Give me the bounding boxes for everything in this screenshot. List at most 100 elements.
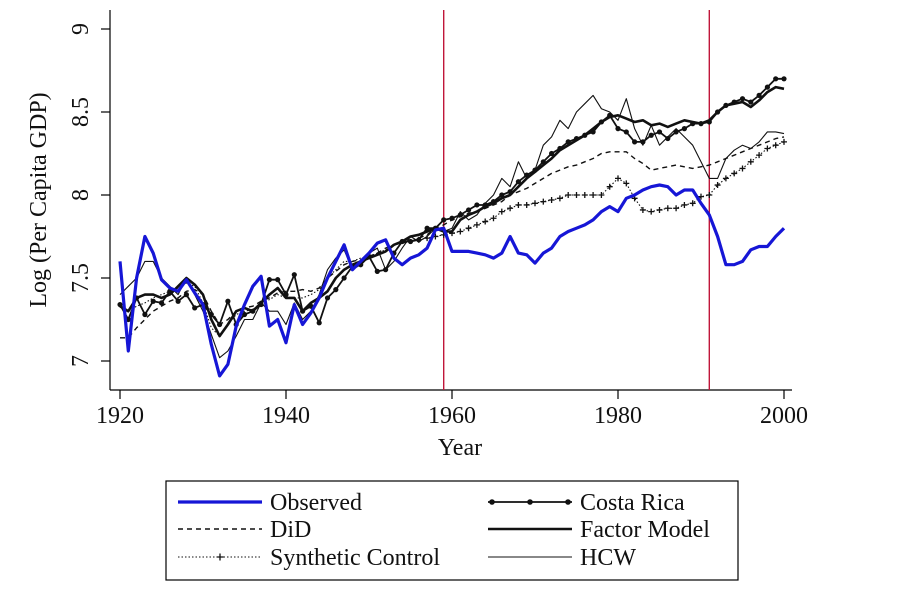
data-point	[150, 298, 156, 304]
data-point	[664, 205, 671, 212]
data-point	[474, 202, 480, 208]
data-point	[681, 126, 688, 132]
series-factor-model	[119, 85, 785, 338]
plot-area: 1920 1940 1960 1980 2000 7 7.5 8 8.5 9	[68, 10, 808, 429]
legend-entry-factor-model: Factor Model	[488, 517, 710, 543]
data-point	[773, 76, 779, 82]
data-point	[632, 139, 638, 145]
data-point	[639, 206, 646, 213]
data-point	[756, 152, 763, 159]
y-axis-title: Log (Per Capita GDP)	[26, 92, 52, 307]
data-point	[416, 237, 422, 243]
data-point	[714, 182, 721, 189]
data-point	[772, 142, 779, 149]
data-point	[507, 205, 514, 212]
data-point	[764, 145, 771, 152]
legend-entry-observed: Observed	[178, 490, 362, 516]
data-point	[739, 165, 746, 172]
data-point	[142, 311, 148, 318]
data-point	[465, 225, 472, 232]
data-point	[324, 295, 331, 301]
y-tick-label: 8.5	[68, 97, 94, 127]
series-observed	[118, 183, 786, 378]
data-point	[615, 175, 621, 182]
data-point	[556, 195, 563, 202]
data-point	[457, 228, 464, 235]
x-axis-title: Year	[438, 435, 482, 461]
data-point	[731, 170, 738, 177]
data-point	[499, 192, 505, 198]
data-point	[590, 192, 597, 198]
data-point	[706, 192, 713, 198]
data-point	[648, 208, 655, 215]
legend-entry-synthetic-control: Synthetic Control	[178, 545, 440, 571]
data-point	[648, 132, 654, 138]
data-point	[225, 298, 231, 304]
legend-entry-did: DiD	[178, 517, 311, 543]
y-tick-label: 7.5	[68, 263, 94, 293]
data-point	[640, 139, 646, 145]
x-tick-label: 1920	[96, 403, 144, 429]
legend-label: Observed	[270, 490, 362, 516]
data-point	[490, 215, 497, 222]
data-point	[532, 200, 538, 207]
legend-label: HCW	[580, 545, 636, 571]
legend-label: Costa Rica	[580, 490, 685, 516]
data-point	[183, 292, 189, 298]
data-point	[523, 201, 530, 208]
data-point	[581, 192, 588, 198]
data-point	[673, 205, 680, 212]
data-point	[623, 129, 629, 135]
data-point	[598, 192, 605, 198]
data-point	[341, 275, 347, 281]
series-line	[119, 85, 785, 338]
data-point	[241, 311, 248, 318]
x-tick-label: 1940	[262, 403, 310, 429]
x-tick-label: 2000	[760, 403, 808, 429]
data-point	[722, 175, 729, 182]
data-point	[316, 320, 322, 326]
data-point	[698, 193, 704, 200]
data-point	[606, 183, 613, 190]
data-point	[665, 135, 671, 142]
data-point	[466, 207, 472, 213]
data-point	[756, 92, 762, 98]
legend-entry-hcw: HCW	[488, 545, 636, 571]
legend-label: Synthetic Control	[270, 545, 440, 571]
data-point	[473, 221, 480, 228]
data-point	[407, 238, 414, 245]
data-point	[764, 84, 771, 90]
data-point	[515, 201, 522, 208]
x-tick-label: 1980	[594, 403, 642, 429]
legend-label: DiD	[270, 517, 311, 543]
data-point	[266, 277, 272, 283]
y-ticks: 7 7.5 8 8.5 9	[68, 23, 110, 367]
data-point	[615, 126, 621, 132]
data-point	[217, 321, 223, 328]
legend-entry-costa-rica: Costa Rica	[488, 490, 685, 516]
series-layer	[117, 76, 787, 378]
legend-marker	[527, 499, 533, 505]
data-point	[291, 272, 297, 278]
legend-marker	[216, 553, 224, 561]
data-point	[739, 96, 746, 102]
data-point	[689, 200, 696, 207]
y-tick-label: 8	[68, 189, 94, 201]
data-point	[540, 198, 547, 205]
data-point	[424, 225, 430, 231]
data-point	[457, 212, 463, 218]
data-point	[498, 208, 505, 215]
data-point	[681, 201, 688, 208]
data-point	[781, 76, 787, 82]
legend-marker	[565, 499, 571, 505]
data-point	[656, 129, 663, 135]
data-point	[747, 158, 754, 165]
data-point	[192, 305, 198, 311]
data-point	[781, 138, 787, 145]
data-point	[515, 179, 522, 185]
legend-marker	[489, 499, 495, 505]
data-point	[548, 196, 555, 203]
data-point	[175, 298, 181, 304]
